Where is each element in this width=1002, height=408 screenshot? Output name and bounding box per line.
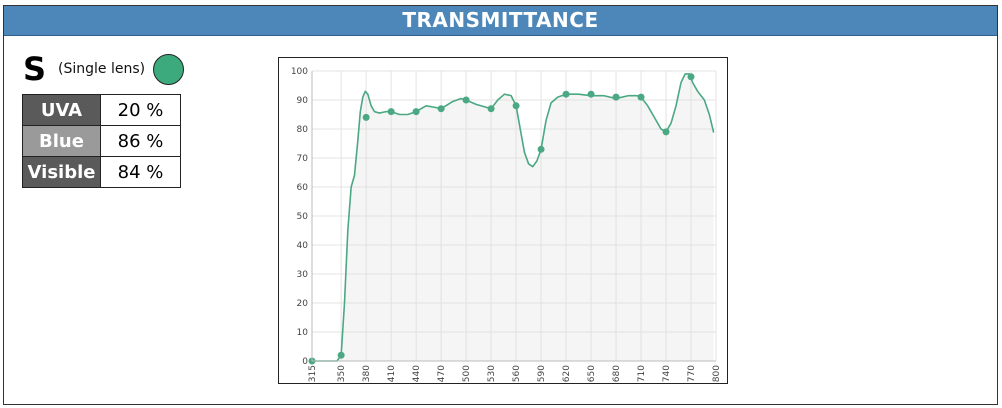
uva-label: UVA	[22, 94, 101, 126]
y-tick-label: 90	[297, 96, 309, 106]
data-point	[337, 351, 345, 359]
y-tick-label: 20	[297, 299, 309, 309]
uva-value: 20 %	[100, 94, 181, 126]
stats-row-visible: Visible 84 %	[22, 156, 181, 188]
y-tick-label: 80	[297, 125, 309, 135]
y-tick-label: 70	[297, 154, 309, 164]
transmittance-panel: TRANSMITTANCE S (Single lens) UVA 20 % B…	[3, 5, 998, 405]
lens-info: S (Single lens)	[23, 49, 185, 89]
blue-label: Blue	[22, 125, 101, 157]
x-tick-label: 315	[308, 365, 318, 382]
x-tick-label: 560	[512, 365, 522, 382]
y-tick-label: 40	[297, 241, 309, 251]
data-point	[362, 113, 370, 121]
y-tick-label: 60	[297, 183, 309, 193]
data-point	[437, 105, 445, 113]
x-tick-label: 800	[712, 365, 722, 382]
data-point	[587, 90, 595, 98]
blue-value: 86 %	[100, 125, 181, 157]
y-tick-label: 0	[302, 357, 308, 367]
data-point	[462, 96, 470, 104]
data-point	[562, 90, 570, 98]
x-tick-label: 770	[687, 365, 697, 382]
data-point	[487, 105, 495, 113]
x-tick-label: 470	[437, 365, 447, 382]
data-point	[662, 128, 670, 136]
x-tick-label: 740	[662, 365, 672, 382]
x-tick-label: 530	[487, 365, 497, 382]
x-tick-label: 590	[537, 365, 547, 382]
x-tick-label: 680	[612, 365, 622, 382]
x-tick-label: 380	[362, 365, 372, 382]
panel-title: TRANSMITTANCE	[4, 6, 997, 36]
lens-color-swatch	[153, 53, 185, 85]
y-tick-label: 10	[297, 328, 309, 338]
y-tick-label: 50	[297, 212, 309, 222]
y-tick-label: 30	[297, 270, 309, 280]
x-tick-label: 650	[587, 365, 597, 382]
x-tick-label: 350	[337, 365, 347, 382]
transmittance-chart: 315 350 380 410 440 470 500 530 560 590 620 650 680 7…	[278, 57, 728, 384]
visible-value: 84 %	[100, 156, 181, 188]
stats-row-uva: UVA 20 %	[22, 94, 181, 126]
chart-svg: 315 350 380 410 440 470 500 530 560 590 620 650 680 7…	[291, 67, 722, 382]
x-tick-label: 710	[637, 365, 647, 382]
data-point	[412, 108, 420, 116]
data-point	[387, 108, 395, 116]
data-point	[687, 73, 695, 81]
data-point	[537, 145, 545, 153]
data-point	[637, 93, 645, 101]
stats-row-blue: Blue 86 %	[22, 125, 181, 157]
x-tick-label: 620	[562, 365, 572, 382]
transmittance-area	[312, 73, 714, 362]
transmittance-stats-table: UVA 20 % Blue 86 % Visible 84 %	[22, 94, 181, 188]
y-tick-label: 100	[291, 67, 308, 77]
lens-description: (Single lens)	[58, 61, 146, 77]
x-tick-label: 410	[387, 365, 397, 382]
lens-code: S	[23, 50, 47, 88]
visible-label: Visible	[22, 156, 101, 188]
x-tick-label: 500	[462, 365, 472, 382]
data-point	[612, 93, 620, 101]
data-point	[512, 102, 520, 110]
x-tick-label: 440	[412, 365, 422, 382]
